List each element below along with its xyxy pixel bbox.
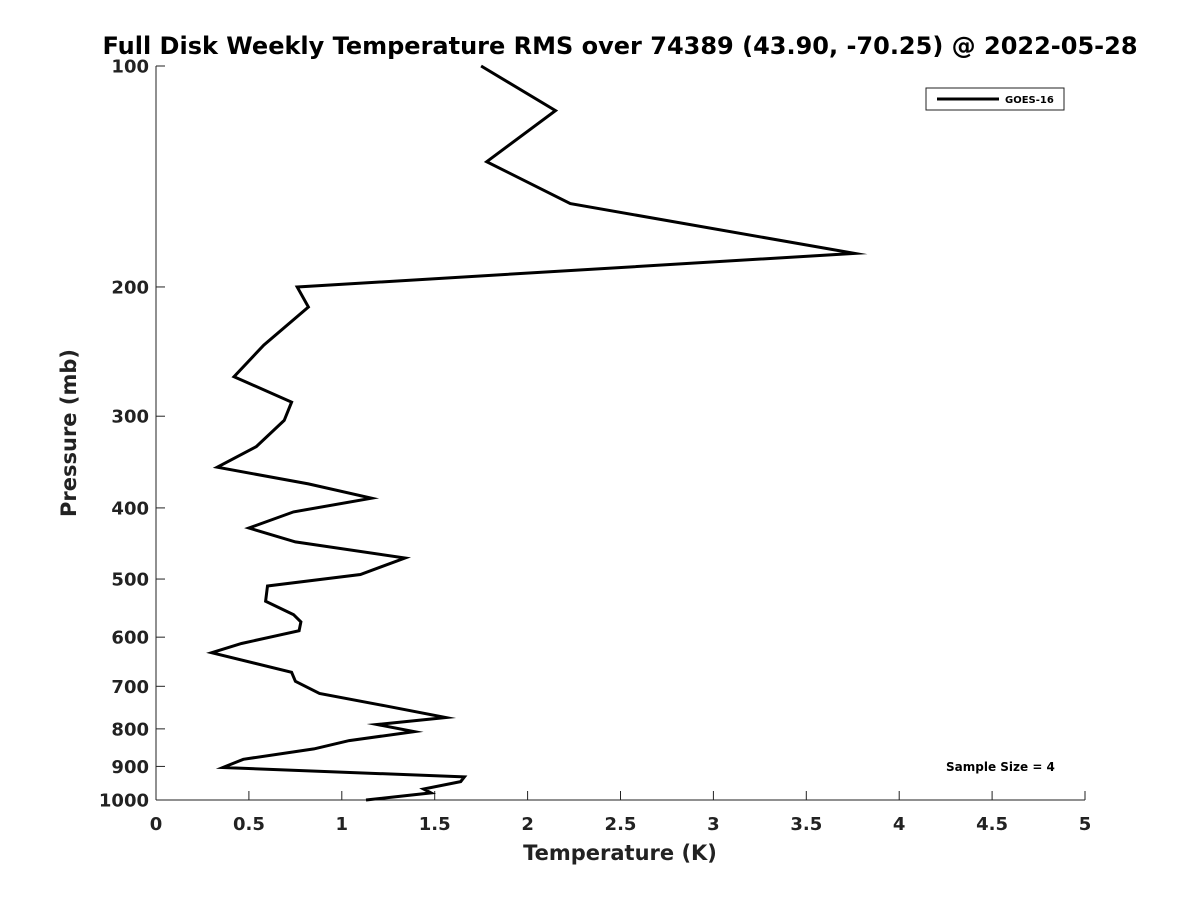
x-tick-label: 1 (336, 814, 349, 835)
y-tick-label: 600 (111, 628, 149, 649)
x-tick-label: 1.5 (419, 814, 451, 835)
y-tick-label: 200 (111, 277, 149, 298)
x-tick-label: 3 (707, 814, 720, 835)
y-tick-label: 300 (111, 407, 149, 428)
y-tick-label: 100 (111, 57, 149, 78)
y-tick-label: 500 (111, 570, 149, 591)
x-tick-label: 3.5 (790, 814, 822, 835)
x-tick-label: 5 (1079, 814, 1092, 835)
x-tick-label: 0 (150, 814, 163, 835)
y-tick-label: 400 (111, 498, 149, 519)
y-tick-label: 1000 (99, 791, 149, 812)
x-tick-label: 2 (521, 814, 534, 835)
y-ticks: 100 200 300 400 500 600 700 800 900 1000 (99, 57, 165, 812)
series-group (206, 64, 868, 802)
x-tick-label: 4 (893, 814, 906, 835)
legend-label-goes-16: GOES-16 (1005, 95, 1054, 106)
y-tick-label: 800 (111, 719, 149, 740)
chart-title: Full Disk Weekly Temperature RMS over 74… (102, 32, 1137, 60)
sample-size-annotation: Sample Size = 4 (946, 760, 1055, 774)
x-tick-label: 4.5 (976, 814, 1008, 835)
plot-axes (155, 66, 1085, 801)
series-line-goes-16 (206, 64, 868, 802)
x-axis-label: Temperature (K) (523, 841, 717, 865)
y-tick-label: 900 (111, 757, 149, 778)
y-tick-label: 700 (111, 677, 149, 698)
legend: GOES-16 (925, 87, 1065, 111)
y-axis-label: Pressure (mb) (57, 349, 81, 517)
x-tick-label: 0.5 (233, 814, 265, 835)
x-tick-label: 2.5 (605, 814, 637, 835)
x-ticks: 0 0.5 1 1.5 2 2.5 3 3.5 4 4.5 5 (150, 791, 1092, 835)
